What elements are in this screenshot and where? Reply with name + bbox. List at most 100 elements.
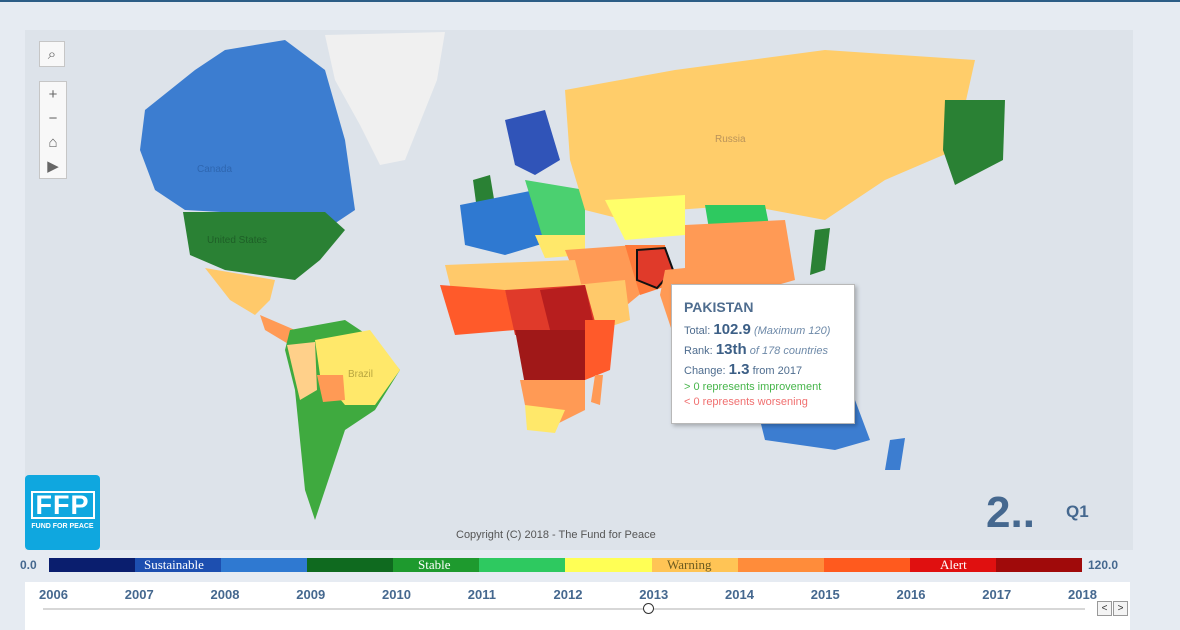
timeline-year-2018[interactable]: 2018 — [1068, 587, 1097, 602]
region-central-europe — [525, 180, 585, 245]
copyright-text: Copyright (C) 2018 - The Fund for Peace — [456, 529, 656, 541]
map-label-united-states: United States — [207, 235, 267, 246]
home-button[interactable]: ⌂ — [40, 130, 66, 154]
tooltip-worsening-note: < 0 represents worsening — [684, 396, 808, 408]
region-alaska — [140, 100, 185, 210]
region-south-africa — [525, 405, 565, 433]
timeline-year-2014[interactable]: 2014 — [725, 587, 754, 602]
region-western-europe — [460, 190, 555, 255]
region-russia — [565, 50, 975, 220]
tooltip-rank-note: of 178 countries — [749, 345, 828, 357]
map-label-canada: Canada — [197, 164, 232, 175]
search-button[interactable]: ⌕ — [39, 41, 65, 67]
country-tooltip: PAKISTAN Total: 102.9 (Maximum 120) Rank… — [671, 284, 855, 424]
region-east-africa — [585, 320, 615, 380]
map-toolbar: ⌕ + − ⌂ ▶ — [39, 41, 67, 179]
tooltip-change-value: 1.3 — [728, 361, 750, 378]
timeline-year-2007[interactable]: 2007 — [124, 587, 154, 602]
legend-label-warning: Warning — [667, 557, 712, 572]
legend-segment — [737, 558, 824, 572]
tooltip-change-row: Change: 1.3 from 2017 — [684, 361, 842, 378]
legend-segment — [49, 558, 136, 572]
region-central-africa — [515, 330, 595, 385]
summary-number: 2.. — [986, 488, 1035, 537]
timeline-prev-button[interactable]: < — [1097, 601, 1112, 616]
play-icon: ▶ — [47, 158, 59, 175]
legend-segment — [479, 558, 566, 572]
legend-segment — [823, 558, 910, 572]
play-button[interactable]: ▶ — [40, 154, 66, 178]
region-west-africa — [440, 285, 515, 335]
zoom-out-button[interactable]: − — [40, 106, 66, 130]
region-usa — [183, 212, 345, 280]
timeline-year-2009[interactable]: 2009 — [296, 587, 326, 602]
region-canada — [145, 40, 355, 230]
tooltip-country: PAKISTAN — [684, 299, 754, 315]
timeline-year-2015[interactable]: 2015 — [810, 587, 840, 602]
map-label-russia: Russia — [715, 134, 746, 145]
region-new-zealand — [885, 438, 905, 470]
logo-text: FUND FOR PEACE — [31, 523, 94, 530]
legend-segment — [135, 558, 222, 572]
legend-label-sustainable: Sustainable — [144, 557, 204, 572]
world-map-panel[interactable]: Russia Canada United States Brazil ⌕ + −… — [25, 30, 1133, 550]
region-madagascar — [591, 375, 603, 405]
home-icon: ⌂ — [48, 133, 58, 151]
timeline-year-2017[interactable]: 2017 — [982, 587, 1012, 602]
timeline-year-2006[interactable]: 2006 — [39, 587, 68, 602]
zoom-in-button[interactable]: + — [40, 82, 66, 106]
tooltip-rank-label: Rank: — [684, 345, 713, 357]
legend-max-value: 120.0 — [1088, 558, 1119, 572]
timeline-year-2011[interactable]: 2011 — [467, 587, 496, 602]
timeline-year-2012[interactable]: 2012 — [553, 587, 583, 602]
tooltip-total-value: 102.9 — [713, 321, 751, 338]
timeline-next-button[interactable]: > — [1113, 601, 1128, 616]
logo-mark: FFP — [30, 491, 95, 519]
region-sudan — [540, 285, 595, 330]
tooltip-rank-row: Rank: 13th of 178 countries — [684, 341, 842, 358]
world-map[interactable]: Russia Canada United States Brazil — [25, 30, 1133, 550]
map-label-brazil: Brazil — [348, 369, 373, 380]
timeline-track[interactable] — [43, 608, 1085, 610]
plus-icon: + — [48, 85, 58, 103]
legend-label-alert: Alert — [940, 557, 967, 572]
legend-segment — [221, 558, 308, 572]
legend-min-value: 0.0 — [20, 558, 37, 572]
region-andes — [287, 342, 317, 400]
zoom-controls: + − ⌂ ▶ — [39, 81, 67, 179]
legend-segment — [651, 558, 738, 572]
timeline-year-2016[interactable]: 2016 — [896, 587, 926, 602]
legend-segment — [307, 558, 394, 572]
timeline-year-2008[interactable]: 2008 — [210, 587, 240, 602]
search-icon: ⌕ — [47, 45, 57, 63]
year-timeline[interactable]: 2006 2007 2008 2009 2010 2011 2012 2013 2014 2015… — [25, 582, 1130, 630]
region-japan — [810, 228, 830, 275]
legend-label-stable: Stable — [418, 557, 451, 572]
legend-segment — [995, 558, 1082, 572]
timeline-year-2010[interactable]: 2010 — [382, 587, 411, 602]
region-greenland — [325, 32, 445, 165]
region-central-america — [260, 315, 295, 345]
tooltip-total-label: Total: — [684, 325, 711, 337]
region-far-east — [943, 100, 1005, 185]
tooltip-total-row: Total: 102.9 (Maximum 120) — [684, 321, 842, 338]
tooltip-change-label: Change: — [684, 365, 726, 377]
region-bolivia — [317, 375, 345, 402]
legend-segment — [909, 558, 996, 572]
region-kazakhstan — [605, 195, 685, 240]
minus-icon: − — [48, 109, 58, 127]
tooltip-change-note: from 2017 — [752, 365, 803, 377]
region-scandinavia — [505, 110, 560, 175]
quarter-label: Q1 — [1066, 502, 1089, 521]
timeline-handle[interactable] — [643, 603, 654, 614]
color-legend — [49, 558, 1082, 572]
tooltip-rank-value: 13th — [715, 341, 747, 358]
legend-segment — [565, 558, 652, 572]
tooltip-total-note: (Maximum 120) — [753, 325, 831, 337]
tooltip-improvement-note: > 0 represents improvement — [684, 381, 822, 393]
timeline-year-2013[interactable]: 2013 — [639, 587, 669, 602]
fund-for-peace-logo[interactable]: FFP FUND FOR PEACE — [25, 475, 100, 550]
region-mexico — [205, 268, 275, 315]
legend-segment — [393, 558, 480, 572]
